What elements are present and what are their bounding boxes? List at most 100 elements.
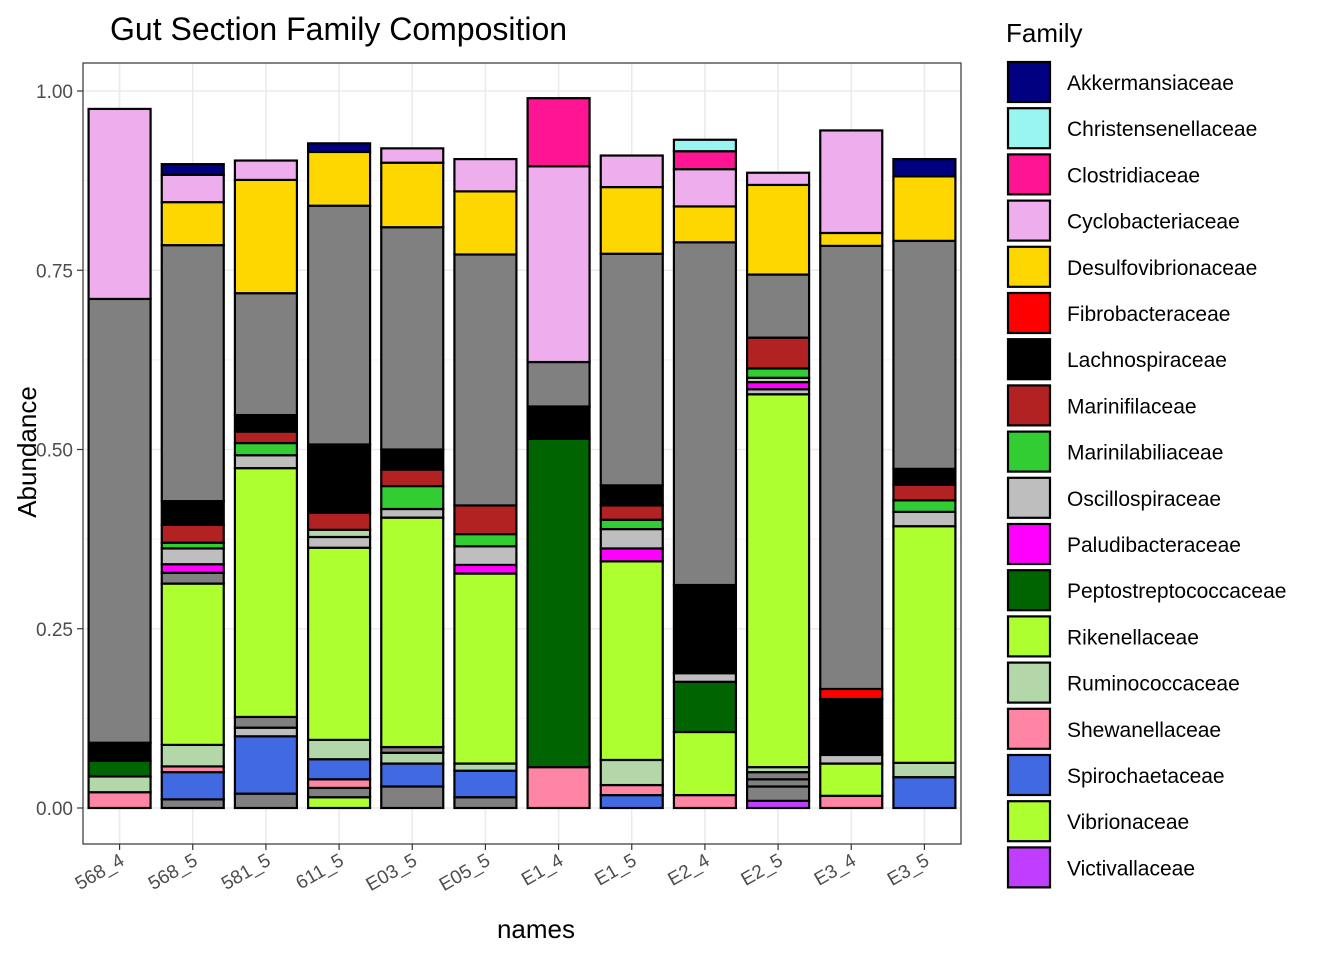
bar-segment [160,500,225,526]
bar-segment [892,525,957,764]
x-tick-label: E3_4 [811,850,860,891]
bar-segment [892,158,957,178]
y-tick-label: 0.50 [36,441,73,462]
bar-segment [453,253,518,507]
bar-segment [672,205,738,244]
bar-segment [819,753,884,765]
bar-stack-E05_5 [453,158,518,810]
legend-item: Rikenellaceae [1006,615,1199,658]
bar-segment [892,499,957,513]
bar-stack-E3_5 [892,158,957,810]
legend-label: Oscillospiraceae [1067,488,1221,511]
bar-segment [599,154,664,189]
bar-segment [306,546,372,741]
legend-item: Peptostreptococcaceae [1006,569,1286,612]
bar-segment [306,796,372,810]
bar-segment [380,751,445,765]
legend-item: Paludibacteraceae [1006,522,1241,566]
legend-swatch [1006,569,1052,612]
y-axis-title: Abundance [12,386,42,518]
legend-swatch [1006,245,1052,288]
legend-swatch [1006,107,1052,150]
bar-segment [160,173,225,204]
bar-segment [87,759,152,778]
legend-label: Ruminococcaceae [1067,673,1240,696]
x-tick-label: 581_5 [218,850,274,895]
legend-label: Marinilabiliaceae [1067,442,1223,465]
bar-segment [672,168,738,208]
bar-segment [160,743,225,768]
bar-segment [306,511,372,531]
legend-item: Fibrobacteraceae [1006,291,1230,335]
bar-stack-568_4 [87,107,152,810]
bar-segment [819,244,884,691]
bar-segment [599,518,664,531]
legend-label: Marinifilaceae [1067,395,1197,418]
bar-segment [526,437,591,769]
legend-label: Shewanellaceae [1067,719,1221,742]
bar-segment [233,792,299,810]
legend-label: Cyclobacteriaceae [1067,211,1240,234]
bar-segment [453,563,518,575]
x-tick-label: E1_5 [591,850,640,890]
bar-segment [233,292,299,417]
bar-stack-E1_4 [526,97,591,810]
bar-segment [233,454,299,470]
bar-segment [380,762,445,788]
bar-segment [745,183,811,276]
bar-segment [160,547,225,566]
bar-segment [380,468,445,488]
bar-stack-E03_5 [380,147,445,810]
bar-segment [453,533,518,548]
bar-segment [819,762,884,797]
bar-segment [380,226,445,451]
bar-segment [160,244,225,503]
legend-label: Rikenellaceae [1067,626,1199,649]
bar-segment [599,527,664,550]
bar-stack-E3_4 [819,129,884,810]
legend-item: Akkermansiaceae [1006,60,1234,104]
bar-segment [599,793,664,810]
bar-segment [892,467,957,486]
x-tick-label: E05_5 [436,850,494,896]
legend-item: Shewanellaceae [1006,707,1221,750]
bar-segment [87,297,152,744]
bar-segment [745,273,811,339]
legend-item: Vibrionaceae [1006,800,1189,843]
bar-segment [306,142,372,154]
x-tick-label: E1_4 [518,850,567,891]
x-tick-label: E3_5 [884,850,933,890]
bar-segment [87,791,152,810]
bar-segment [599,252,664,487]
y-tick-label: 0.00 [36,799,73,820]
bar-segment [672,150,738,171]
bar-segment [233,413,299,433]
y-tick-label: 0.25 [36,620,73,641]
legend-item: Oscillospiraceae [1006,476,1221,519]
legend-item: Marinilabiliaceae [1006,430,1223,473]
bar-segment [672,680,738,734]
bar-segment [599,560,664,762]
bar-stack-E1_5 [599,154,664,810]
bar-stack-581_5 [233,159,299,810]
bar-segment [745,367,811,379]
legend-swatch [1006,60,1052,104]
bar-segment [453,190,518,256]
bar-segment [380,785,445,810]
bar-segment [892,776,957,810]
bar-segment [672,241,738,587]
legend-label: Vibrionaceae [1067,811,1189,834]
plot-border [82,62,962,845]
legend-swatch [1006,338,1052,381]
bar-segment [233,178,299,295]
x-tick-label: 568_4 [72,850,129,895]
bar-segment [306,204,372,446]
bar-segment [380,147,445,164]
legend-label: Lachnospiraceae [1067,349,1227,372]
bar-segment [745,785,811,802]
x-tick-label: 568_5 [145,850,201,895]
bar-stack-568_5 [160,163,225,810]
legend-label: Desulfovibrionaceae [1067,257,1257,280]
legend-item: Cyclobacteriaceae [1006,199,1240,242]
